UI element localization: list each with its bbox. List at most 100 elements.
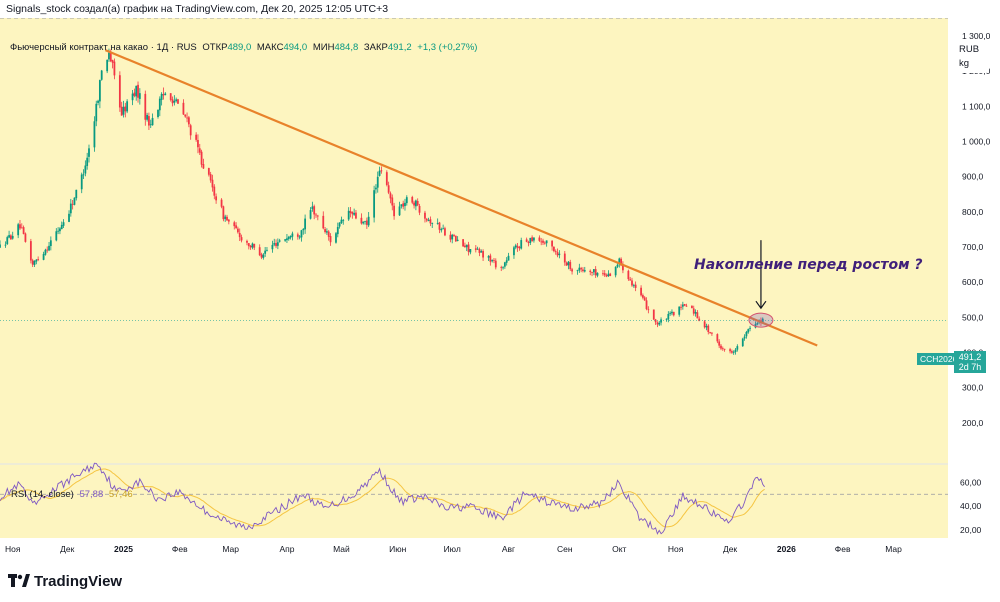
- candle-body: [213, 186, 216, 196]
- candle-body: [671, 311, 673, 314]
- candle-body: [540, 241, 543, 243]
- candle-body: [711, 332, 713, 334]
- candle-body: [373, 190, 376, 218]
- candle-body: [182, 102, 185, 115]
- rsi-legend[interactable]: RSI (14, close) 57,88 57,46: [11, 489, 136, 500]
- candle-body: [246, 240, 248, 243]
- candle-body: [207, 168, 210, 175]
- candle-body: [95, 103, 98, 122]
- last-price-value: 491,2: [958, 352, 982, 362]
- candle-body: [322, 215, 325, 229]
- candle-body: [351, 212, 354, 215]
- candle-body: [162, 94, 165, 96]
- time-axis-background: [0, 538, 1000, 564]
- unit-label: kg: [959, 58, 970, 69]
- candle-body: [304, 218, 307, 230]
- candle-body: [609, 273, 612, 276]
- time-tick-label: Дек: [60, 544, 74, 554]
- candle-body: [120, 106, 123, 116]
- candle-body: [124, 106, 127, 112]
- candle-body: [353, 212, 356, 215]
- candle-body: [494, 260, 497, 268]
- legend-close-value: 491,2: [387, 42, 412, 53]
- candle-body: [718, 341, 721, 346]
- candle-body: [164, 93, 167, 96]
- candle-body: [19, 224, 21, 229]
- candle-body: [514, 245, 517, 248]
- candle-body: [240, 237, 243, 241]
- candle-body: [451, 234, 454, 240]
- time-tick-label: Фев: [172, 544, 188, 554]
- currency-unit-selector[interactable]: RUB kg: [951, 41, 989, 73]
- time-tick-label: Июн: [389, 544, 406, 554]
- candle-body: [88, 148, 90, 157]
- candle-body: [69, 203, 72, 214]
- candle-body: [286, 238, 288, 241]
- candle-body: [607, 273, 610, 277]
- candle-body: [436, 223, 439, 224]
- candle-body: [349, 210, 352, 213]
- candle-body: [187, 117, 190, 125]
- chart-canvas[interactable]: 200,0300,0400,0500,0600,0700,0800,0900,0…: [0, 18, 1000, 564]
- candle-body: [195, 134, 198, 140]
- rsi-value: 57,88: [79, 489, 104, 500]
- candle-body: [741, 338, 744, 347]
- rsi-pane-background: [0, 464, 948, 538]
- candle-body: [656, 322, 659, 325]
- candle-body: [583, 270, 586, 272]
- candle-body: [605, 275, 608, 277]
- candle-body: [413, 202, 415, 206]
- candle-body: [327, 231, 330, 237]
- candle-body: [616, 264, 619, 267]
- candle-body: [482, 251, 484, 258]
- candle-body: [405, 197, 408, 204]
- candle-body: [93, 121, 96, 148]
- legend[interactable]: Фьючерсный контракт на какао · 1Д · RUS …: [10, 42, 480, 53]
- time-tick-label: 2025: [114, 544, 133, 554]
- candle-body: [629, 279, 632, 281]
- candle-body: [513, 247, 515, 256]
- candle-body: [325, 231, 328, 233]
- candle-body: [680, 306, 682, 308]
- candle-body: [86, 157, 89, 166]
- candle-body: [324, 229, 326, 233]
- candle-body: [262, 254, 265, 258]
- rsi-tick-label: 20,00: [960, 525, 982, 535]
- candle-body: [542, 240, 544, 243]
- chart-annotation[interactable]: Накопление перед ростом ?: [694, 257, 923, 273]
- candle-body: [289, 235, 292, 238]
- candle-body: [335, 233, 337, 243]
- candle-body: [340, 219, 343, 223]
- candle-body: [480, 251, 483, 253]
- candle-body: [367, 216, 370, 226]
- candle-body: [226, 216, 228, 221]
- candle-body: [360, 217, 363, 224]
- candle-body: [730, 351, 733, 353]
- candle-body: [627, 270, 630, 280]
- price-tick-label: 600,0: [962, 277, 984, 287]
- candle-body: [247, 243, 250, 247]
- candle-body: [200, 151, 203, 165]
- candle-body: [184, 114, 187, 117]
- candle-body: [622, 264, 624, 271]
- candle-body: [355, 212, 357, 219]
- candle-body: [529, 237, 532, 243]
- legend-high-value: 494,0: [283, 42, 308, 53]
- candle-body: [300, 230, 303, 238]
- candle-body: [171, 99, 174, 104]
- candle-body: [253, 243, 256, 248]
- candle-body: [135, 85, 138, 97]
- time-tick-label: Июл: [444, 544, 461, 554]
- legend-high-label: МАКС: [256, 42, 284, 53]
- candle-body: [518, 247, 521, 249]
- candle-body: [209, 174, 212, 181]
- candle-body: [37, 259, 40, 260]
- chart-frame[interactable]: 200,0300,0400,0500,0600,0700,0800,0900,0…: [0, 18, 1000, 564]
- candle-body: [378, 170, 381, 176]
- candle-body: [362, 221, 365, 224]
- candle-body: [456, 239, 459, 241]
- tradingview-logo[interactable]: TradingView: [8, 573, 122, 592]
- candle-body: [149, 124, 152, 126]
- candle-body: [100, 70, 103, 80]
- candle-body: [647, 309, 650, 311]
